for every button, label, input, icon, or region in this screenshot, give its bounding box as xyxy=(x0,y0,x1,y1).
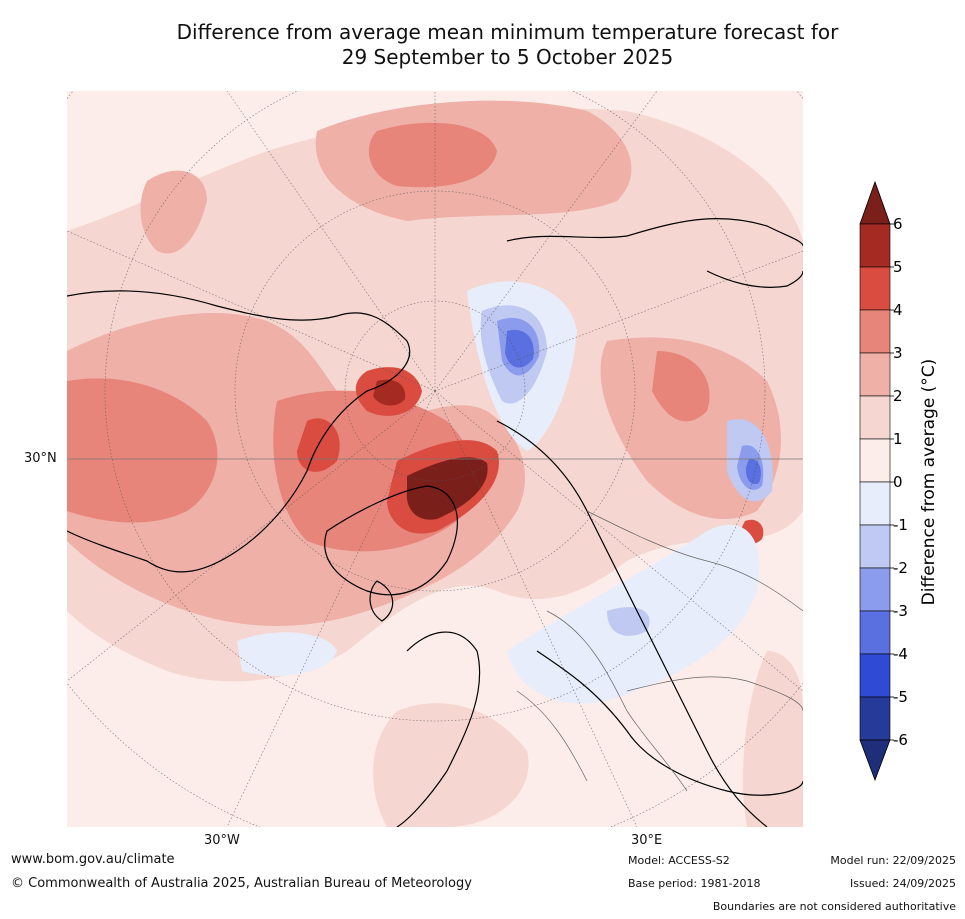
temperature-anomaly-map xyxy=(67,91,803,827)
anomaly-region-0-minus-1 xyxy=(237,632,337,676)
anomaly-region-3-4 xyxy=(652,351,710,422)
colorbar-bin xyxy=(859,223,891,268)
colorbar-bin xyxy=(859,438,891,483)
title-line-1: Difference from average mean minimum tem… xyxy=(176,20,839,44)
colorbar-tick-label: -4 xyxy=(893,645,908,663)
anomaly-region-1-2 xyxy=(743,651,803,827)
colorbar-bin xyxy=(859,266,891,311)
colorbar-over-arrow xyxy=(859,180,891,225)
footer-base-period: Base period: 1981-2018 xyxy=(628,877,761,890)
colorbar-label: Difference from average (°C) xyxy=(919,359,939,606)
colorbar-tick-label: 4 xyxy=(893,301,903,319)
lon-label-30e: 30°E xyxy=(631,833,663,848)
title-line-2: 29 September to 5 October 2025 xyxy=(341,45,674,69)
colorbar-bin xyxy=(859,653,891,698)
colorbar-tick-label: 5 xyxy=(893,258,903,276)
footer-model-run: Model run: 22/09/2025 xyxy=(830,854,956,867)
footer-issued: Issued: 24/09/2025 xyxy=(849,877,956,890)
colorbar-bin xyxy=(859,352,891,397)
anomaly-region-3-4 xyxy=(368,122,497,188)
anomaly-region-minus-3-minus-4 xyxy=(505,329,534,368)
footer-disclaimer: Boundaries are not considered authoritat… xyxy=(712,900,956,913)
footer-copyright: © Commonwealth of Australia 2025, Austra… xyxy=(11,876,472,891)
colorbar-tick-label: 3 xyxy=(893,344,903,362)
anomaly-region-3-4 xyxy=(67,378,218,523)
lon-label-30w: 30°W xyxy=(204,833,240,848)
colorbar-tick-label: 0 xyxy=(893,473,903,491)
anomaly-region-1-2 xyxy=(373,703,529,827)
colorbar-tick-label: 2 xyxy=(893,387,903,405)
lat-label-30n: 30°N xyxy=(24,451,57,466)
colorbar-bin xyxy=(859,481,891,526)
country-boundaries xyxy=(516,510,803,792)
footer-website: www.bom.gov.au/climate xyxy=(11,852,175,867)
colorbar-bin xyxy=(859,395,891,440)
colorbar-bin xyxy=(859,524,891,569)
colorbar-bin xyxy=(859,610,891,655)
anomaly-region-2-3 xyxy=(140,170,207,254)
colorbar: 6 5 4 3 2 1 0 -1 -2 -3 -4 -5 -6 Difference from aver… xyxy=(859,180,939,782)
colorbar-tick-label: -3 xyxy=(893,602,908,620)
anomaly-region-above-6 xyxy=(406,457,488,520)
graticule xyxy=(67,91,803,827)
footer-model: Model: ACCESS-S2 xyxy=(628,854,730,867)
anomaly-region-minus-3-minus-4 xyxy=(745,458,761,485)
colorbar-tick-label: -6 xyxy=(893,731,908,749)
anomaly-region-5-6 xyxy=(373,379,406,406)
colorbar-under-arrow xyxy=(859,739,891,782)
colorbar-bin xyxy=(859,567,891,612)
colorbar-bin xyxy=(859,309,891,354)
coastlines xyxy=(67,218,803,827)
colorbar-tick-label: -2 xyxy=(893,559,908,577)
map-title: Difference from average mean minimum tem… xyxy=(0,20,965,70)
colorbar-tick-label: 6 xyxy=(893,215,903,233)
colorbar-tick-label: -5 xyxy=(893,688,908,706)
colorbar-tick-label: -1 xyxy=(893,516,908,534)
colorbar-bin xyxy=(859,696,891,741)
colorbar-tick-label: 1 xyxy=(893,430,903,448)
